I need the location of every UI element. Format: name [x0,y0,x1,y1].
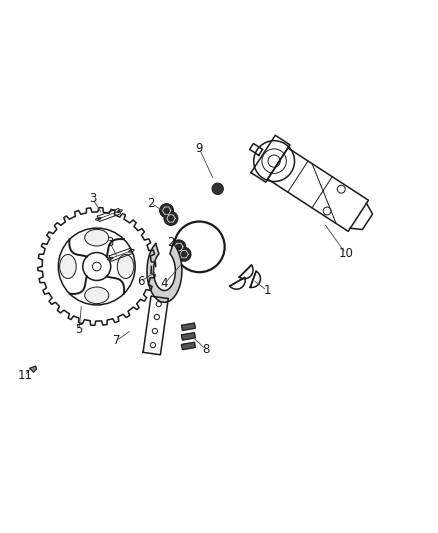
Polygon shape [181,323,195,330]
Text: 3: 3 [106,236,113,249]
Circle shape [274,143,282,151]
Text: 9: 9 [196,142,203,155]
Text: 8: 8 [202,343,210,356]
Text: 3: 3 [89,192,96,205]
Polygon shape [147,244,182,302]
Circle shape [177,247,191,261]
Circle shape [150,343,155,348]
Ellipse shape [117,210,122,213]
Circle shape [259,166,267,174]
Polygon shape [181,333,195,340]
Circle shape [152,328,158,334]
Circle shape [212,183,223,195]
Circle shape [323,207,331,215]
Circle shape [254,141,294,182]
Ellipse shape [129,249,134,252]
Text: 11: 11 [17,369,32,382]
Polygon shape [181,342,195,350]
Circle shape [172,240,186,254]
Ellipse shape [117,254,134,279]
Circle shape [154,314,159,320]
Text: 6: 6 [137,275,144,288]
Text: 1: 1 [263,284,271,297]
Ellipse shape [95,217,101,220]
Text: 2: 2 [167,236,175,249]
Text: 7: 7 [113,334,120,347]
Text: 2: 2 [148,197,155,209]
Ellipse shape [60,254,76,279]
Circle shape [156,302,161,306]
Text: 10: 10 [338,247,353,260]
Ellipse shape [85,229,109,246]
Circle shape [164,212,178,225]
Text: 4: 4 [161,278,168,290]
Circle shape [337,185,345,193]
Circle shape [159,204,173,217]
Polygon shape [30,366,36,372]
Ellipse shape [107,257,113,260]
Text: 5: 5 [76,324,83,336]
Ellipse shape [85,287,109,304]
